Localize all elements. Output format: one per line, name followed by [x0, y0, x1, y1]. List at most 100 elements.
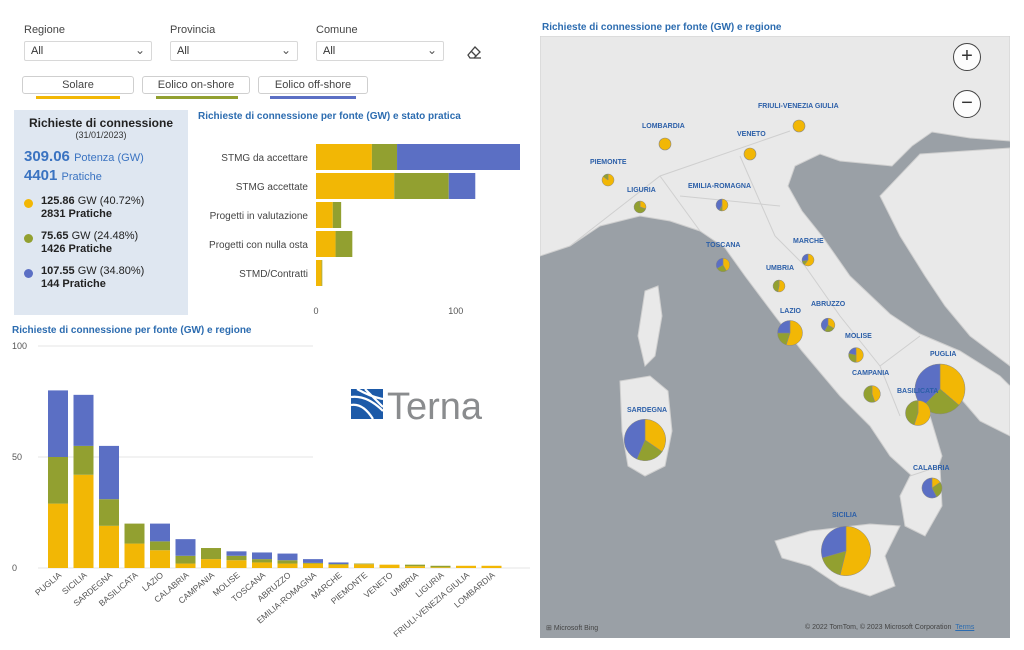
x-tick-label: 100 — [448, 306, 463, 316]
bar-segment — [150, 550, 170, 568]
region-pie — [658, 137, 672, 151]
bar-segment — [252, 552, 272, 560]
region-pie — [848, 347, 864, 363]
bar-segment — [316, 202, 333, 228]
row-pratiche: 144 Pratiche — [41, 278, 106, 290]
filter-label: Regione — [24, 24, 65, 36]
filter-label: Comune — [316, 24, 358, 36]
zoom-in-button[interactable]: + — [953, 43, 981, 71]
bar-segment — [99, 525, 119, 568]
region-label: PIEMONTE — [590, 159, 627, 166]
zoom-out-button[interactable]: − — [953, 90, 981, 118]
filter-regione: Regione All ⌄ — [24, 24, 152, 61]
pie-slice — [602, 173, 609, 181]
pie-slice — [624, 419, 646, 460]
bar-segment — [150, 541, 170, 551]
region-pie — [820, 317, 836, 333]
bar-segment — [48, 457, 68, 504]
provincia-select[interactable]: All ⌄ — [170, 41, 298, 61]
bing-logo: ⊞ Microsoft Bing — [546, 625, 599, 632]
bar-segment — [379, 564, 400, 568]
chevron-down-icon: ⌄ — [280, 43, 291, 57]
solare-button[interactable]: Solare — [22, 76, 134, 94]
bar-segment — [448, 173, 476, 199]
bar-segment — [150, 523, 170, 542]
kpi-card: Richieste di connessione (31/01/2023) 30… — [14, 110, 188, 315]
bar-segment — [124, 523, 145, 544]
chevron-down-icon: ⌄ — [134, 43, 145, 57]
region-label: TOSCANA — [706, 242, 740, 249]
bar-segment — [456, 565, 476, 568]
eolico-offshore-button[interactable]: Eolico off-shore — [258, 76, 368, 94]
power-value: 309.06 — [24, 148, 70, 165]
bar-segment — [99, 445, 119, 500]
pie-slice — [601, 173, 615, 187]
bar-segment — [99, 499, 119, 526]
eolico-onshore-button[interactable]: Eolico on-shore — [142, 76, 250, 94]
bar-segment — [354, 563, 374, 565]
bar-segment — [397, 144, 520, 170]
category-label: Progetti in valutazione — [210, 211, 309, 222]
region-label: MOLISE — [845, 333, 872, 340]
region-label: VENETO — [737, 131, 766, 138]
bar-segment — [73, 394, 94, 446]
eolico-offshore-underline — [270, 96, 356, 99]
bar-segment — [175, 539, 196, 556]
pie-slice — [905, 400, 919, 426]
pie-slice — [804, 253, 815, 267]
pie-slice — [772, 279, 780, 293]
region-label: EMILIA-ROMAGNA — [688, 183, 751, 190]
category-label: STMG accettate — [236, 182, 309, 193]
bar-segment — [316, 260, 322, 286]
bar-segment — [252, 562, 272, 568]
regione-chart-title: Richieste di connessione per fonte (GW) … — [12, 325, 252, 336]
terms-link[interactable]: Terms — [955, 624, 975, 631]
bar-segment — [354, 564, 374, 568]
pie-slice — [633, 200, 647, 214]
kpi-power: 309.06 Potenza (GW) — [24, 148, 178, 167]
credit-text: © 2022 TomTom, © 2023 Microsoft Corporat… — [805, 624, 952, 631]
pie-slice — [801, 253, 809, 262]
select-value: All — [177, 45, 190, 57]
kpi-count: 4401 Pratiche — [24, 167, 178, 186]
bar-segment — [405, 564, 425, 567]
row-pratiche: 2831 Pratiche — [41, 208, 112, 220]
region-pie — [914, 363, 966, 415]
pie-slice — [777, 320, 791, 334]
category-label: Progetti con nulla osta — [209, 240, 308, 251]
italy-map: FRIULI-VENEZIA GIULIA LOMBARDIA VENETO PIEM… — [540, 36, 1010, 597]
row-gw: 75.65 — [41, 230, 69, 242]
comune-select[interactable]: All ⌄ — [316, 41, 444, 61]
category-label: PUGLIA — [33, 570, 64, 598]
region-label: CAMPANIA — [852, 370, 889, 377]
row-text: GW (40.72%) — [77, 195, 145, 207]
bar-segment — [48, 390, 68, 457]
map-view[interactable]: FRIULI-VENEZIA GIULIA LOMBARDIA VENETO PIEM… — [540, 36, 1010, 638]
pie-slice — [658, 137, 672, 151]
filter-provincia: Provincia All ⌄ — [170, 24, 298, 61]
map-land — [540, 36, 1010, 492]
count-value: 4401 — [24, 167, 58, 184]
bar-segment — [316, 173, 395, 199]
region-pie — [772, 279, 786, 293]
bar-segment — [316, 231, 336, 257]
y-tick-label: 100 — [12, 341, 27, 351]
region-pie — [601, 173, 615, 187]
bar-segment — [201, 548, 221, 560]
pie-slice — [939, 363, 966, 406]
row-gw: 107.55 — [41, 265, 75, 277]
bar-segment — [430, 565, 451, 568]
region-pie — [921, 477, 943, 499]
bar-segment — [328, 564, 349, 565]
pie-slice — [715, 198, 723, 211]
stato-pratica-chart: STMG da accettare STMG accettate Progetti … — [209, 144, 520, 316]
filter-label: Provincia — [170, 24, 216, 36]
bar-segment — [303, 562, 323, 564]
row-text: GW (34.80%) — [77, 265, 145, 277]
region-label: LAZIO — [780, 308, 802, 315]
map-title: Richieste di connessione per fonte (GW) … — [542, 22, 782, 33]
eraser-icon[interactable] — [466, 44, 482, 60]
pie-slice — [715, 257, 724, 269]
regione-select[interactable]: All ⌄ — [24, 41, 152, 61]
